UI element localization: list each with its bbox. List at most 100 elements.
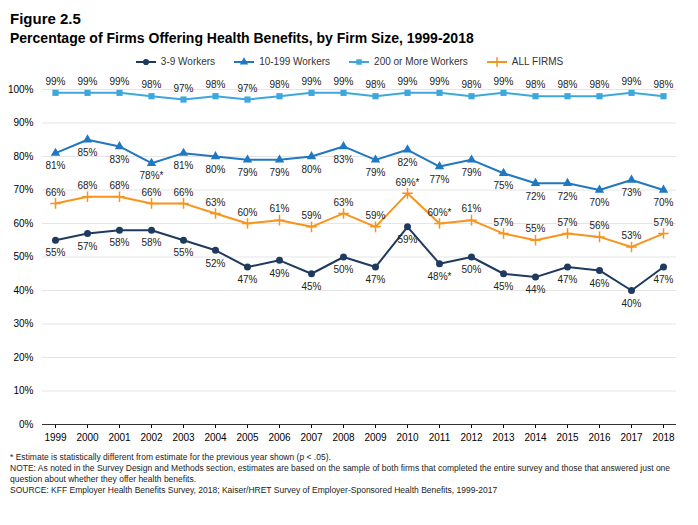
svg-text:98%: 98% bbox=[141, 79, 161, 90]
svg-text:61%: 61% bbox=[269, 203, 289, 214]
svg-text:99%: 99% bbox=[301, 76, 321, 87]
svg-text:57%: 57% bbox=[557, 217, 577, 228]
svg-text:45%: 45% bbox=[493, 281, 513, 292]
svg-text:66%: 66% bbox=[173, 187, 193, 198]
svg-text:2010: 2010 bbox=[396, 432, 419, 443]
svg-text:80%: 80% bbox=[301, 164, 321, 175]
svg-text:81%: 81% bbox=[45, 160, 65, 171]
svg-text:57%: 57% bbox=[653, 217, 673, 228]
svg-text:2016: 2016 bbox=[588, 432, 611, 443]
svg-text:77%: 77% bbox=[429, 174, 449, 185]
svg-text:0%: 0% bbox=[19, 419, 34, 430]
svg-text:69%*: 69%* bbox=[396, 177, 420, 188]
svg-text:97%: 97% bbox=[237, 83, 257, 94]
svg-text:40%: 40% bbox=[13, 285, 33, 296]
svg-text:98%: 98% bbox=[461, 79, 481, 90]
svg-text:56%: 56% bbox=[589, 220, 609, 231]
svg-text:99%: 99% bbox=[109, 76, 129, 87]
svg-text:59%: 59% bbox=[365, 210, 385, 221]
svg-text:61%: 61% bbox=[461, 203, 481, 214]
svg-text:50%: 50% bbox=[461, 264, 481, 275]
svg-text:80%: 80% bbox=[205, 164, 225, 175]
svg-text:78%*: 78%* bbox=[140, 170, 164, 181]
svg-text:83%: 83% bbox=[333, 154, 353, 165]
svg-text:47%: 47% bbox=[237, 274, 257, 285]
svg-text:98%: 98% bbox=[589, 79, 609, 90]
svg-text:2003: 2003 bbox=[172, 432, 195, 443]
svg-text:99%: 99% bbox=[45, 76, 65, 87]
svg-text:47%: 47% bbox=[557, 274, 577, 285]
svg-text:99%: 99% bbox=[429, 76, 449, 87]
svg-text:98%: 98% bbox=[653, 79, 673, 90]
svg-text:60%*: 60%* bbox=[428, 207, 452, 218]
svg-text:98%: 98% bbox=[205, 79, 225, 90]
svg-text:60%: 60% bbox=[13, 218, 33, 229]
svg-text:30%: 30% bbox=[13, 318, 33, 329]
svg-text:2011: 2011 bbox=[429, 432, 451, 443]
svg-text:2006: 2006 bbox=[268, 432, 291, 443]
svg-text:44%: 44% bbox=[525, 284, 545, 295]
svg-text:2004: 2004 bbox=[204, 432, 227, 443]
svg-text:50%: 50% bbox=[13, 251, 33, 262]
svg-text:50%: 50% bbox=[333, 264, 353, 275]
svg-text:68%: 68% bbox=[77, 180, 97, 191]
svg-text:79%: 79% bbox=[269, 167, 289, 178]
svg-text:63%: 63% bbox=[333, 197, 353, 208]
svg-text:98%: 98% bbox=[557, 79, 577, 90]
svg-text:72%: 72% bbox=[557, 191, 577, 202]
svg-text:1999: 1999 bbox=[44, 432, 67, 443]
svg-text:82%: 82% bbox=[397, 157, 417, 168]
svg-text:2013: 2013 bbox=[492, 432, 515, 443]
svg-text:47%: 47% bbox=[365, 274, 385, 285]
svg-text:100%: 100% bbox=[8, 84, 34, 95]
svg-text:55%: 55% bbox=[45, 247, 65, 258]
svg-text:98%: 98% bbox=[365, 79, 385, 90]
svg-text:79%: 79% bbox=[461, 167, 481, 178]
svg-text:48%*: 48%* bbox=[428, 271, 452, 282]
svg-text:53%: 53% bbox=[621, 230, 641, 241]
svg-text:83%: 83% bbox=[109, 154, 129, 165]
svg-text:2001: 2001 bbox=[108, 432, 131, 443]
svg-text:20%: 20% bbox=[13, 352, 33, 363]
svg-text:2015: 2015 bbox=[556, 432, 579, 443]
svg-text:47%: 47% bbox=[653, 274, 673, 285]
svg-text:99%: 99% bbox=[493, 76, 513, 87]
svg-text:46%: 46% bbox=[589, 278, 609, 289]
svg-text:97%: 97% bbox=[173, 83, 193, 94]
svg-text:59%: 59% bbox=[301, 210, 321, 221]
svg-text:2017: 2017 bbox=[620, 432, 643, 443]
svg-text:66%: 66% bbox=[141, 187, 161, 198]
svg-text:10%: 10% bbox=[13, 385, 33, 396]
svg-text:2014: 2014 bbox=[524, 432, 547, 443]
svg-text:40%: 40% bbox=[621, 298, 641, 309]
svg-text:98%: 98% bbox=[525, 79, 545, 90]
svg-text:98%: 98% bbox=[269, 79, 289, 90]
svg-text:2005: 2005 bbox=[236, 432, 259, 443]
svg-text:99%: 99% bbox=[397, 76, 417, 87]
svg-text:70%: 70% bbox=[13, 184, 33, 195]
svg-text:55%: 55% bbox=[525, 223, 545, 234]
svg-text:60%: 60% bbox=[237, 207, 257, 218]
svg-text:63%: 63% bbox=[205, 197, 225, 208]
svg-text:2018: 2018 bbox=[652, 432, 675, 443]
svg-text:70%: 70% bbox=[589, 197, 609, 208]
svg-text:45%: 45% bbox=[301, 281, 321, 292]
svg-text:73%: 73% bbox=[621, 187, 641, 198]
svg-text:72%: 72% bbox=[525, 191, 545, 202]
svg-text:2008: 2008 bbox=[332, 432, 355, 443]
svg-text:58%: 58% bbox=[109, 237, 129, 248]
svg-text:57%: 57% bbox=[77, 241, 97, 252]
svg-text:55%: 55% bbox=[173, 247, 193, 258]
svg-text:2009: 2009 bbox=[364, 432, 387, 443]
svg-text:2012: 2012 bbox=[460, 432, 483, 443]
svg-text:85%: 85% bbox=[77, 147, 97, 158]
svg-text:57%: 57% bbox=[493, 217, 513, 228]
svg-text:66%: 66% bbox=[45, 187, 65, 198]
svg-text:2000: 2000 bbox=[76, 432, 99, 443]
svg-text:68%: 68% bbox=[109, 180, 129, 191]
svg-text:59%: 59% bbox=[397, 234, 417, 245]
svg-text:99%: 99% bbox=[333, 76, 353, 87]
svg-text:81%: 81% bbox=[173, 160, 193, 171]
svg-text:49%: 49% bbox=[269, 268, 289, 279]
svg-text:52%: 52% bbox=[205, 258, 225, 269]
